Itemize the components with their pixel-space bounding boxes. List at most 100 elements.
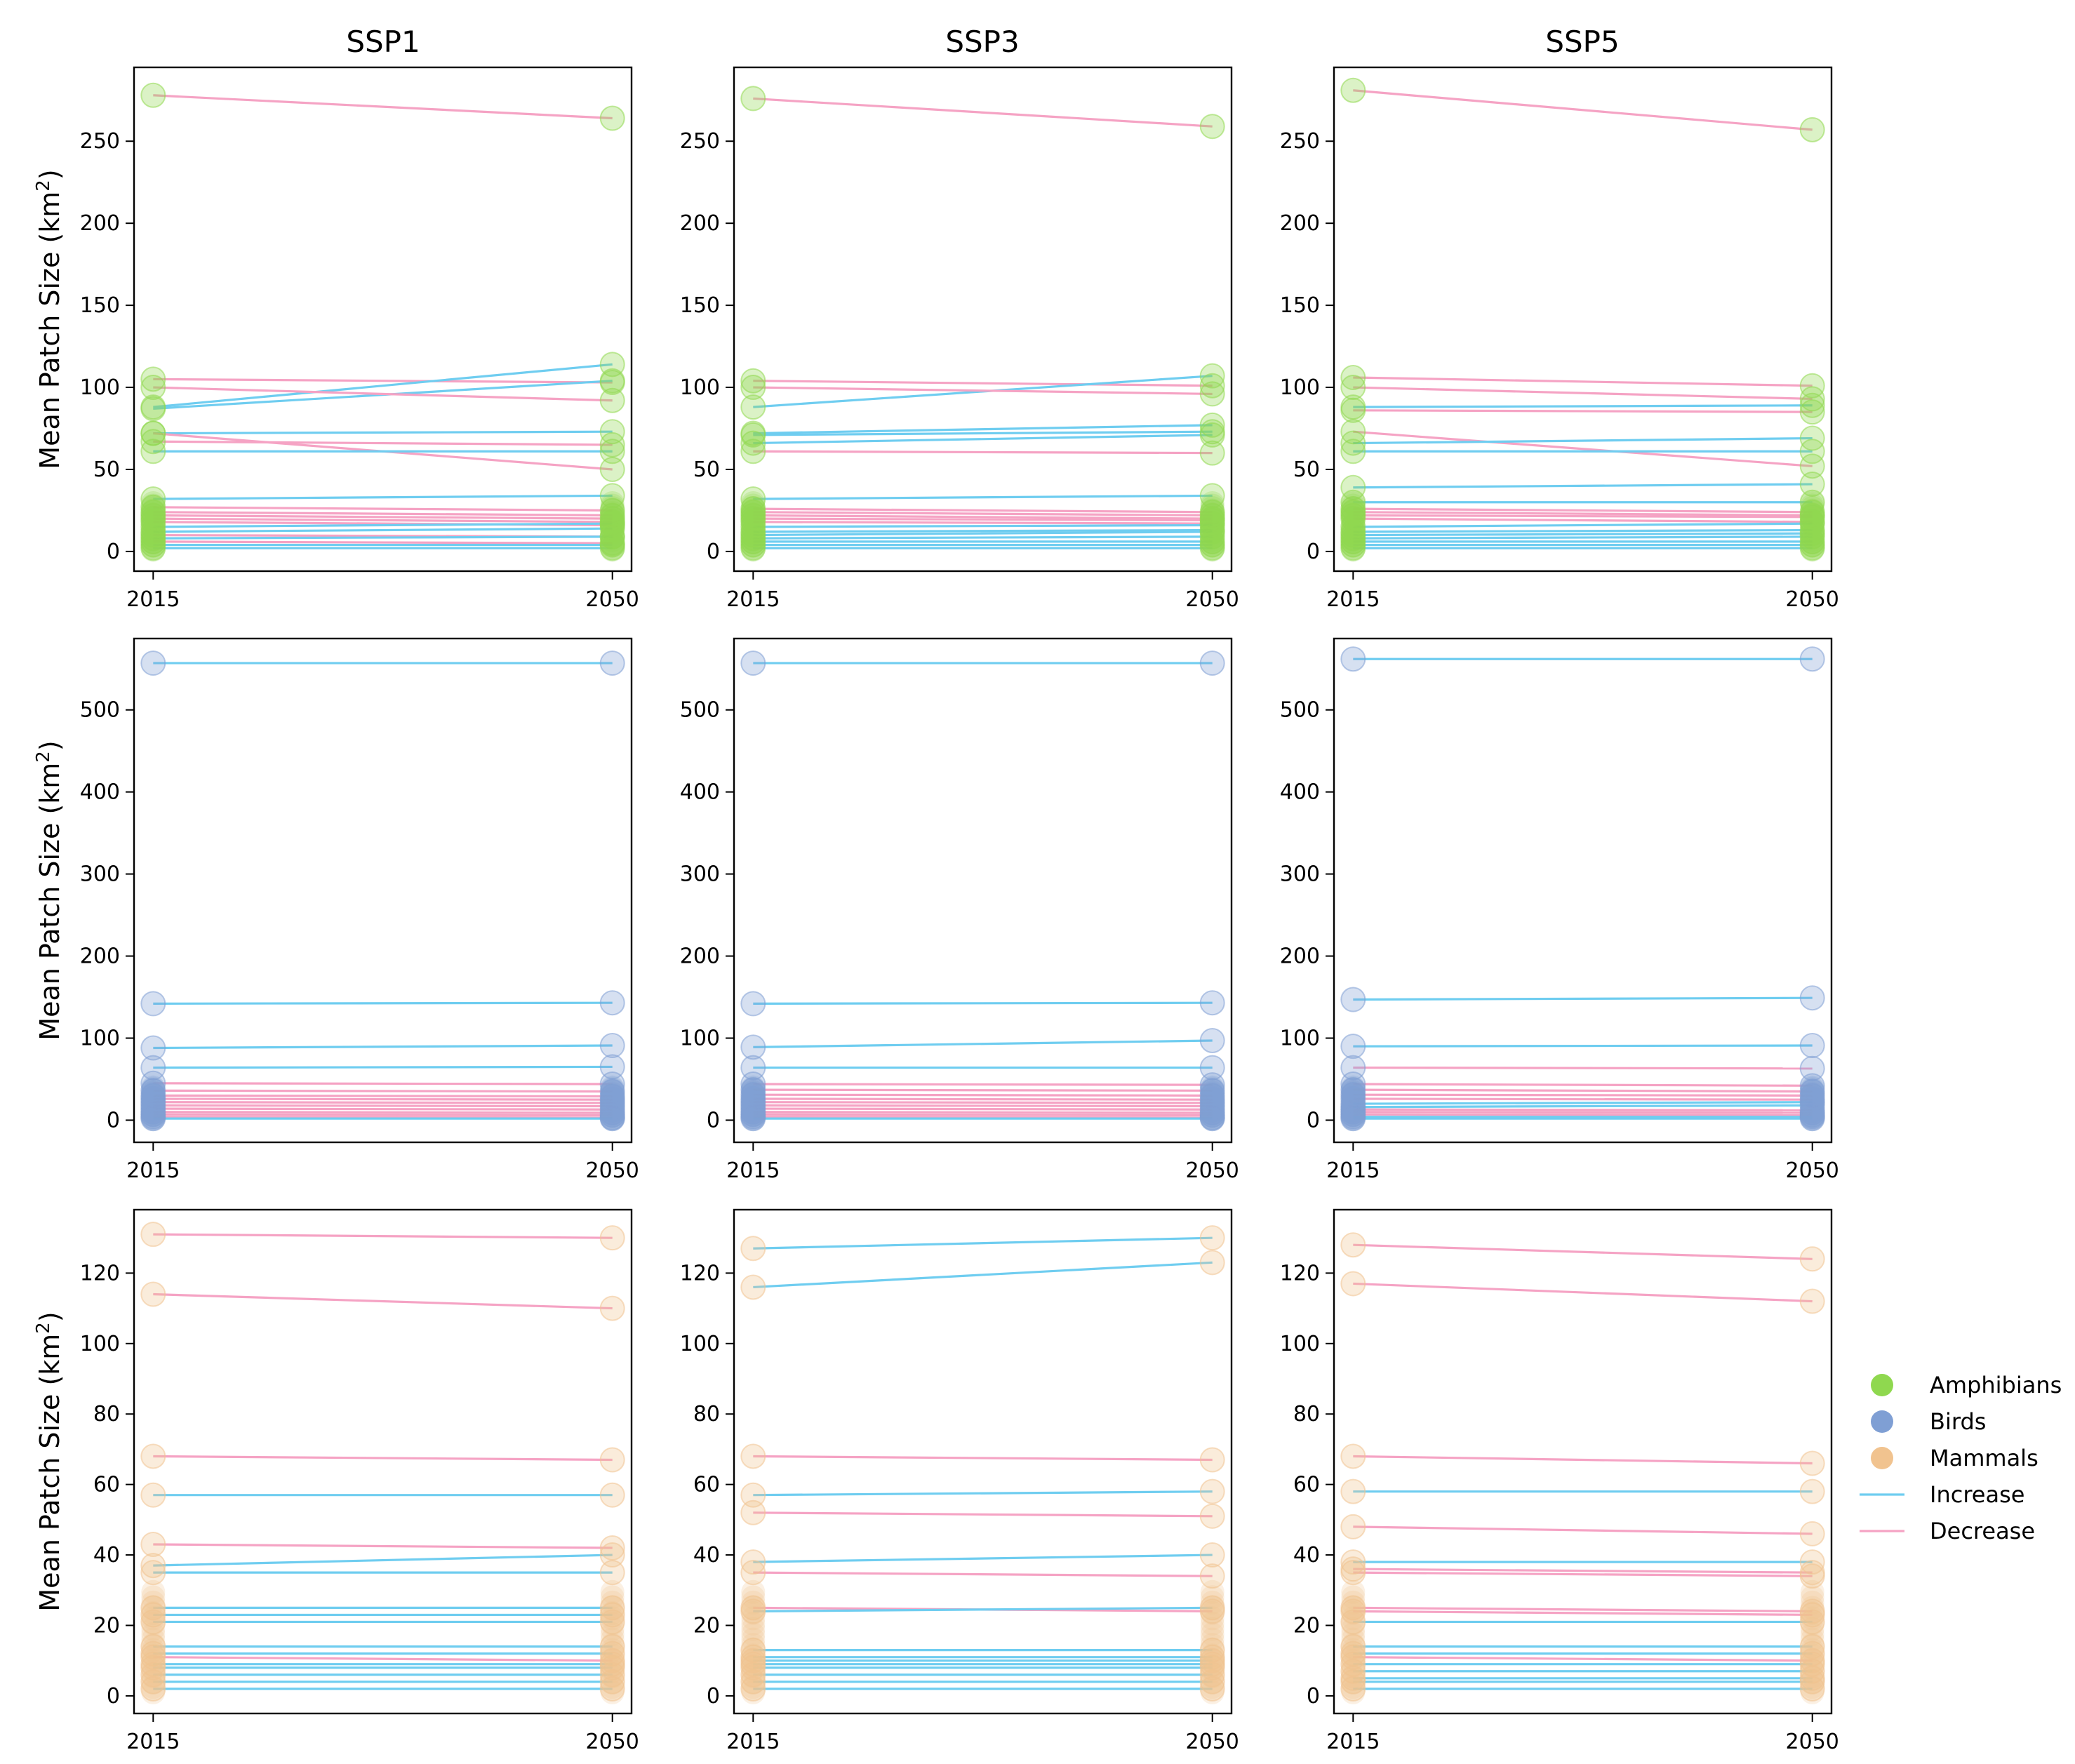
data-point-cluster xyxy=(1200,495,1225,520)
data-point-cluster xyxy=(1800,530,1824,555)
decrease-line xyxy=(1353,386,1813,401)
data-point-cluster xyxy=(1800,1104,1824,1129)
data-point-cluster xyxy=(141,1095,166,1119)
data-point-cluster xyxy=(1800,495,1824,520)
data-point-cluster xyxy=(141,493,166,518)
data-point-cluster xyxy=(600,535,625,560)
y-tick-label: 100 xyxy=(80,1026,120,1050)
data-point-cluster xyxy=(1800,503,1824,528)
legend-label-birds: Birds xyxy=(1930,1408,1986,1435)
data-point-cluster xyxy=(1341,1095,1366,1119)
data-point-cluster xyxy=(1341,1579,1366,1604)
column-titles: SSP1 SSP3 SSP5 xyxy=(346,25,1619,59)
data-point-cluster xyxy=(741,1617,766,1641)
data-point-mammals xyxy=(740,1637,766,1663)
y-tick-label: 100 xyxy=(1280,375,1320,400)
data-point-cluster xyxy=(741,1622,766,1647)
data-point-amphibians xyxy=(1799,399,1825,425)
data-point-cluster xyxy=(1341,1098,1366,1123)
data-point-cluster xyxy=(1341,1088,1366,1112)
data-point-cluster xyxy=(600,1100,625,1124)
axes-frame xyxy=(1333,637,1833,1144)
decrease-line xyxy=(753,1104,1213,1108)
x-tick-label: 2050 xyxy=(1786,1730,1839,1754)
data-point-birds xyxy=(1199,650,1225,676)
data-point-cluster xyxy=(1341,1078,1366,1102)
data-point-cluster xyxy=(600,1078,625,1102)
data-point-cluster xyxy=(600,1102,625,1127)
increase-line xyxy=(153,363,613,408)
data-point-cluster xyxy=(1341,516,1366,540)
data-point-cluster xyxy=(1200,1664,1225,1689)
data-point-cluster xyxy=(1341,1596,1366,1620)
data-point-cluster xyxy=(1200,1601,1225,1625)
data-point-cluster xyxy=(1800,1091,1824,1116)
data-point-cluster xyxy=(1341,1617,1366,1641)
data-point-cluster xyxy=(1800,1097,1824,1122)
data-point-cluster xyxy=(141,1675,166,1699)
data-point-cluster xyxy=(141,1096,166,1121)
legend-item-amphibians: Amphibians xyxy=(1871,1372,2062,1398)
data-point-mammals xyxy=(599,1542,625,1568)
data-point-cluster xyxy=(1200,1078,1225,1102)
data-point-cluster xyxy=(600,1086,625,1111)
data-point-mammals xyxy=(140,1669,166,1695)
y-tick-label: 100 xyxy=(1280,1026,1320,1050)
data-point-cluster xyxy=(141,500,166,525)
data-point-mammals xyxy=(140,1602,166,1628)
data-point-cluster xyxy=(600,1101,625,1125)
data-point-cluster xyxy=(141,1590,166,1615)
data-point-cluster xyxy=(600,1098,625,1123)
decrease-line xyxy=(1353,376,1813,387)
data-point-cluster xyxy=(141,1585,166,1610)
data-point-cluster xyxy=(1800,1638,1824,1662)
data-point-cluster xyxy=(1200,508,1225,533)
data-point-cluster xyxy=(741,1611,766,1636)
data-point-mammals xyxy=(740,1655,766,1681)
data-point-cluster xyxy=(141,513,166,537)
data-point-mammals xyxy=(1799,1246,1825,1272)
data-point-cluster xyxy=(1341,1083,1366,1108)
decrease-line xyxy=(1353,1108,1813,1111)
data-point-mammals xyxy=(1799,1676,1825,1702)
data-point-cluster xyxy=(1200,1090,1225,1114)
data-point-cluster xyxy=(1341,1086,1366,1111)
data-point-cluster xyxy=(600,1107,625,1132)
data-point-cluster xyxy=(741,1606,766,1631)
data-point-cluster xyxy=(600,1095,625,1119)
decrease-line xyxy=(153,1089,613,1093)
data-point-cluster xyxy=(1341,530,1366,555)
y-tick-label: 20 xyxy=(1293,1613,1320,1638)
data-point-cluster xyxy=(1800,490,1824,515)
data-point-cluster xyxy=(141,523,166,547)
data-point-cluster xyxy=(1341,1081,1366,1106)
decrease-line xyxy=(153,511,613,517)
data-point-cluster xyxy=(1200,1648,1225,1673)
data-point-birds xyxy=(1340,1034,1366,1060)
data-point-cluster xyxy=(1800,1088,1824,1113)
data-point-cluster xyxy=(1200,1097,1225,1122)
data-point-cluster xyxy=(141,1638,166,1662)
decrease-line xyxy=(1353,511,1813,517)
data-point-cluster xyxy=(741,1106,766,1130)
data-point-birds xyxy=(1340,646,1366,672)
y-tick-label: 400 xyxy=(1280,780,1320,805)
data-point-cluster xyxy=(1341,1590,1366,1615)
data-point-cluster xyxy=(741,526,766,550)
data-point-cluster xyxy=(600,1675,625,1699)
data-point-mammals xyxy=(1340,1651,1366,1677)
y-tick-label: 200 xyxy=(1280,211,1320,236)
data-point-mammals xyxy=(1199,1447,1225,1473)
data-point-cluster xyxy=(600,1596,625,1620)
increase-line xyxy=(153,535,613,540)
increase-line xyxy=(153,1553,613,1567)
data-point-cluster xyxy=(741,1078,766,1102)
data-point-amphibians xyxy=(1799,373,1825,399)
data-point-cluster xyxy=(141,1093,166,1117)
decrease-line xyxy=(153,1292,613,1310)
data-point-cluster xyxy=(1341,1648,1366,1673)
data-point-amphibians xyxy=(1799,489,1825,515)
data-point-cluster xyxy=(1341,1106,1366,1130)
increase-line xyxy=(753,530,1213,537)
data-point-cluster xyxy=(741,516,766,540)
